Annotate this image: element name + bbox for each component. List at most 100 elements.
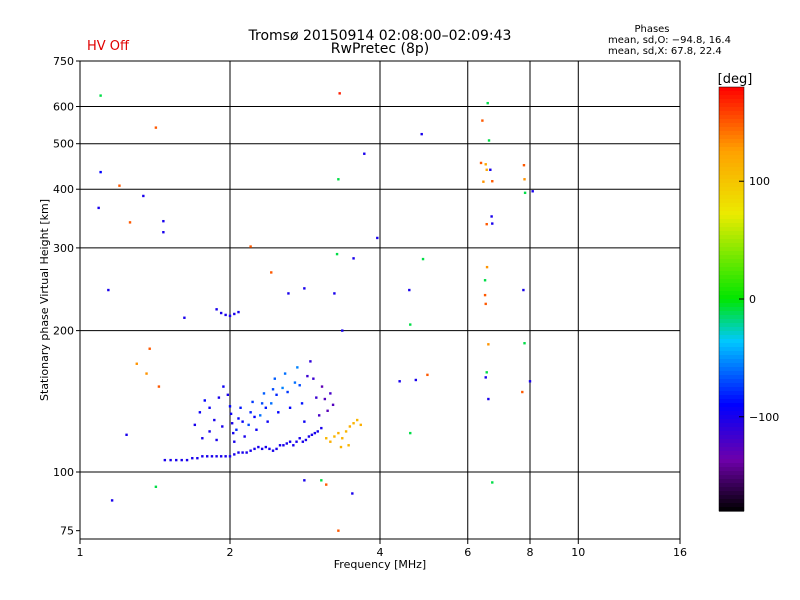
data-point: [316, 430, 319, 433]
data-point: [180, 458, 183, 462]
colorbar-segment: [719, 499, 744, 504]
data-point: [310, 433, 314, 437]
data-point: [320, 426, 323, 430]
data-point: [175, 458, 178, 462]
y-tick-label: 500: [53, 138, 74, 151]
data-point: [249, 245, 252, 248]
data-point: [337, 529, 340, 532]
data-point: [157, 385, 161, 388]
colorbar-segment: [719, 451, 744, 456]
colorbar-segment: [719, 439, 744, 444]
colorbar-segment: [719, 279, 744, 284]
y-tick-labels: 75 100 200 300 400 500 600 750: [53, 55, 80, 538]
colorbar-segment: [719, 311, 744, 316]
data-point: [333, 435, 336, 438]
data-point: [482, 180, 485, 183]
phases-mean-o: mean, sd,O: −94.8, 16.4: [608, 35, 731, 46]
colorbar-segment: [719, 107, 744, 112]
data-point: [315, 396, 318, 399]
data-point: [408, 288, 411, 292]
data-point: [398, 380, 401, 383]
colorbar-segment: [719, 307, 744, 312]
x-tick-label: 1: [77, 546, 84, 559]
data-point: [329, 392, 332, 395]
data-point: [185, 458, 189, 462]
data-point: [376, 236, 379, 240]
data-point: [303, 420, 306, 423]
colorbar-segment: [719, 143, 744, 148]
colorbar-segment: [719, 475, 744, 480]
data-point: [359, 423, 362, 427]
colorbar-segment: [719, 159, 744, 164]
data-point: [110, 499, 114, 502]
data-point: [145, 372, 148, 375]
colorbar-segment: [719, 503, 744, 508]
x-tick-label: 4: [377, 546, 384, 559]
data-point: [245, 451, 248, 454]
data-point: [487, 397, 490, 401]
data-point: [301, 440, 305, 443]
data-point: [522, 163, 526, 167]
x-tick-label: 6: [464, 546, 471, 559]
colorbar-segment: [719, 423, 744, 428]
colorbar-segment: [719, 319, 744, 324]
colorbar-segment: [719, 91, 744, 96]
data-point: [128, 221, 132, 224]
data-point: [271, 449, 275, 452]
data-point: [307, 435, 311, 438]
data-point: [337, 431, 340, 435]
data-point: [344, 430, 348, 433]
data-point: [148, 347, 151, 350]
data-point: [414, 378, 418, 382]
data-point: [531, 190, 534, 193]
colorbar-segment: [719, 123, 744, 128]
data-point: [285, 442, 288, 445]
colorbar-segment: [719, 507, 744, 512]
data-point: [351, 492, 354, 495]
data-point: [275, 447, 278, 451]
phases-title: Phases: [634, 24, 669, 35]
colorbar-segment: [719, 239, 744, 244]
data-point: [523, 178, 526, 181]
data-point: [355, 418, 359, 422]
colorbar-segment: [719, 287, 744, 292]
data-point: [154, 126, 158, 129]
colorbar-segment: [719, 291, 744, 296]
data-point: [409, 431, 412, 435]
colorbar-label: [deg]: [718, 72, 753, 87]
data-point: [208, 406, 211, 409]
colorbar-segment: [719, 199, 744, 204]
colorbar-segment: [719, 131, 744, 136]
data-point: [233, 312, 236, 316]
colorbar-segment: [719, 299, 744, 304]
data-point: [237, 310, 240, 314]
colorbar-segment: [719, 87, 744, 92]
colorbar-segment: [719, 211, 744, 216]
chart-subtitle: RwPretec (8p): [331, 41, 429, 57]
data-point: [268, 447, 271, 451]
colorbar-tick-label: 100: [749, 175, 770, 188]
data-point: [277, 411, 280, 414]
data-point: [142, 194, 145, 198]
data-point: [320, 385, 324, 388]
colorbar-segment: [719, 203, 744, 208]
data-point: [304, 438, 308, 442]
colorbar-segment: [719, 139, 744, 144]
colorbar-segment: [719, 483, 744, 488]
colorbar-segment: [719, 267, 744, 272]
data-point: [491, 180, 494, 183]
data-point: [271, 388, 275, 391]
chart-title: Tromsø 20150914 02:08:00–02:09:43: [248, 28, 512, 44]
data-point: [264, 445, 268, 449]
data-point: [215, 455, 218, 458]
colorbar-segment: [719, 235, 744, 240]
colorbar-segment: [719, 95, 744, 100]
colorbar-segment: [719, 167, 744, 172]
data-point: [483, 279, 487, 282]
data-point: [247, 423, 250, 427]
data-point: [205, 455, 209, 458]
data-point: [296, 366, 299, 369]
x-tick-label: 2: [227, 546, 234, 559]
data-point: [326, 409, 329, 412]
data-point: [229, 412, 233, 416]
